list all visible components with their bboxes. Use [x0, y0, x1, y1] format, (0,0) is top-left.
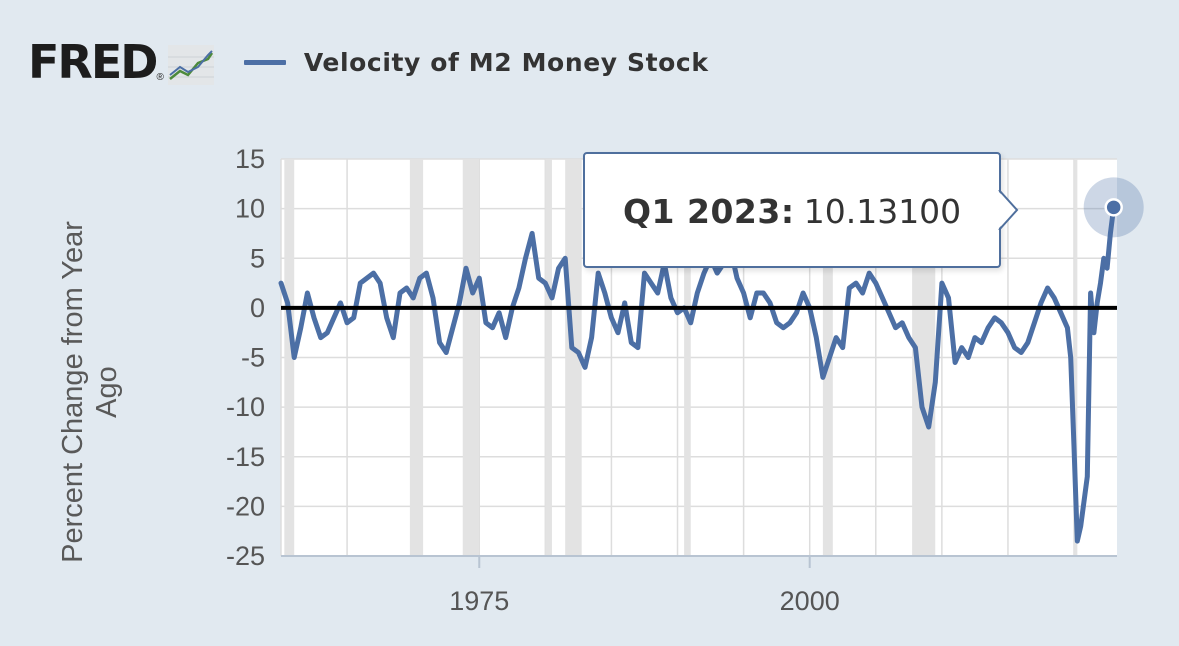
y-tick-label: -25 — [226, 541, 265, 571]
recession-band — [1074, 159, 1078, 556]
x-tick-label: 1975 — [449, 586, 509, 616]
y-tick-label: -10 — [226, 392, 265, 422]
recession-band — [462, 159, 480, 556]
highlight-point[interactable] — [1104, 198, 1123, 217]
recession-band — [409, 159, 424, 556]
recession-band — [545, 159, 552, 556]
recession-band — [565, 159, 582, 556]
legend-swatch — [243, 59, 286, 65]
y-tick-label: 10 — [235, 194, 265, 224]
legend-label: Velocity of M2 Money Stock — [303, 47, 709, 77]
y-tick-label: -15 — [226, 442, 265, 472]
legend[interactable]: Velocity of M2 Money Stock — [243, 47, 709, 77]
y-tick-label: 5 — [250, 243, 265, 273]
y-tick-label: 15 — [235, 144, 265, 174]
x-tick-label: 2000 — [780, 586, 840, 616]
tooltip-value: 10.13100 — [803, 192, 962, 231]
y-tick-label: -20 — [226, 491, 265, 521]
tooltip-pointer — [998, 189, 1019, 231]
y-tick-label: -5 — [241, 343, 265, 373]
registered-mark: ® — [156, 72, 164, 83]
tooltip-date: Q1 2023: — [623, 192, 795, 231]
line-graph-icon — [167, 45, 214, 85]
recession-band — [284, 159, 295, 556]
tooltip: Q1 2023: 10.13100 — [583, 152, 1001, 268]
fred-logo[interactable]: FRED ® — [28, 39, 214, 85]
recession-band — [684, 159, 691, 556]
tooltip-text: Q1 2023: 10.13100 — [623, 192, 961, 231]
series-line[interactable] — [278, 204, 1117, 544]
fred-wordmark: FRED — [28, 35, 158, 89]
y-tick-label: 0 — [250, 293, 265, 323]
chart-header: FRED ® Velocity of M2 Money Stock — [28, 36, 709, 88]
